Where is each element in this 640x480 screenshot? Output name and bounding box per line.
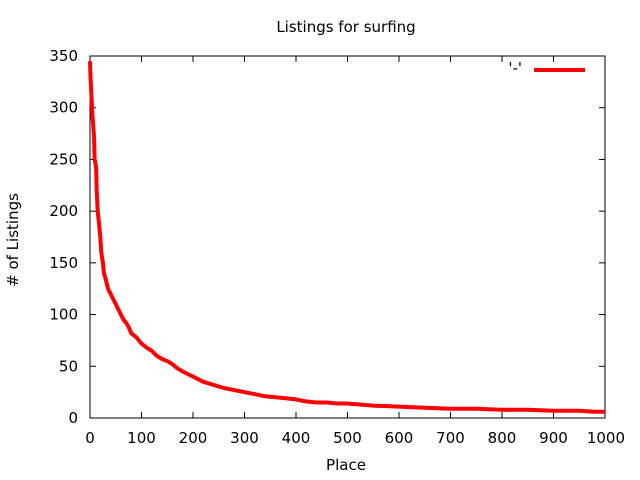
x-tick-label: 300 <box>230 429 259 447</box>
legend: '-' <box>508 59 585 77</box>
x-tick-label: 1000 <box>587 429 625 447</box>
series-line-0 <box>88 61 605 414</box>
legend-label: '-' <box>508 59 522 77</box>
x-tick-label: 900 <box>539 429 568 447</box>
y-tick-label: 350 <box>49 47 78 65</box>
x-tick-label: 100 <box>127 429 156 447</box>
x-tick-label: 800 <box>488 429 517 447</box>
x-tick-label: 400 <box>282 429 311 447</box>
y-tick-label: 300 <box>49 99 78 117</box>
y-tick-label: 200 <box>49 202 78 220</box>
x-axis-label: Place <box>326 456 366 474</box>
y-axis-label: # of Listings <box>4 193 22 287</box>
series-layer <box>88 61 605 414</box>
x-tick-label: 200 <box>179 429 208 447</box>
chart-title: Listings for surfing <box>276 18 415 36</box>
y-tick-label: 100 <box>49 306 78 324</box>
y-tick-label: 250 <box>49 150 78 168</box>
x-tick-label: 500 <box>333 429 362 447</box>
x-tick-label: 600 <box>385 429 414 447</box>
x-tick-label: 0 <box>85 429 95 447</box>
plot-area-frame <box>89 55 606 419</box>
y-tick-label: 50 <box>59 357 78 375</box>
y-tick-label: 0 <box>68 409 78 427</box>
x-tick-label: 700 <box>436 429 465 447</box>
y-tick-label: 150 <box>49 254 78 272</box>
x-axis: 0 100 200 300 400 500 600 700 800 900 1000 <box>85 56 625 447</box>
y-axis: 0 50 100 150 200 250 300 350 <box>49 47 605 427</box>
